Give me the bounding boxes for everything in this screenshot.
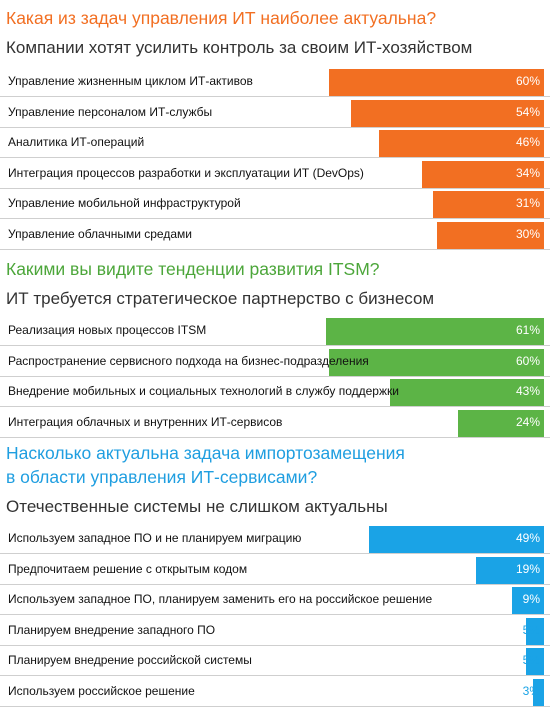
value-label: 30% <box>515 226 540 241</box>
bar <box>351 99 544 127</box>
bar <box>379 130 544 157</box>
bar-row: Внедрение мобильных и социальных техноло… <box>0 376 550 407</box>
category-label: Управление жизненным циклом ИТ-активов <box>8 74 253 88</box>
category-label: Планируем внедрение российской системы <box>8 653 252 667</box>
category-label: Распространение сервисного подхода на би… <box>8 353 369 368</box>
bar <box>326 318 544 345</box>
value-label: 43% <box>515 384 540 398</box>
category-label: Аналитика ИТ-операций <box>8 135 145 149</box>
value-label: 24% <box>515 414 540 429</box>
row-divider <box>0 644 550 646</box>
row-divider <box>0 96 550 97</box>
category-label: Управление персоналом ИТ-службы <box>8 104 213 119</box>
category-label: Интеграция облачных и внутренних ИТ-серв… <box>8 414 283 429</box>
category-label: Внедрение мобильных и социальных техноло… <box>8 384 399 398</box>
row-divider <box>0 126 550 128</box>
chart-title-line-2: в области управления ИТ-сервисами? <box>6 467 318 487</box>
row-divider <box>0 553 550 554</box>
bar <box>329 348 544 376</box>
bar <box>329 69 544 96</box>
value-label: 46% <box>515 135 540 149</box>
value-label: 61% <box>515 323 540 337</box>
value-label: 31% <box>515 196 540 210</box>
bar <box>512 587 544 614</box>
bar <box>526 648 544 675</box>
value-label: 60% <box>515 74 540 88</box>
bar <box>437 221 544 249</box>
row-divider <box>0 436 550 438</box>
bar-row: Предпочитаем решение с открытым кодом 19% <box>0 554 550 585</box>
bar <box>476 556 544 584</box>
bar <box>433 191 544 218</box>
row-divider <box>0 705 550 707</box>
bar-row: Интеграция процессов разработки и эксплу… <box>0 158 550 189</box>
chart-subtitle: Отечественные системы не слишком актуаль… <box>6 497 388 516</box>
row-divider <box>0 583 550 585</box>
bar-row: Используем российское решение 3% <box>0 676 550 707</box>
category-label: Используем российское решение <box>8 683 195 698</box>
row-divider <box>0 187 550 189</box>
bar <box>369 526 544 553</box>
bar <box>422 160 544 188</box>
category-label: Используем западное ПО и не планируем ми… <box>8 531 302 545</box>
category-label: Реализация новых процессов ITSM <box>8 323 207 337</box>
bar-row: Управление облачными средами 30% <box>0 219 550 250</box>
bar-row: Распространение сервисного подхода на би… <box>0 346 550 377</box>
row-divider <box>0 345 550 346</box>
bar-row: Управление мобильной инфраструктурой 31% <box>0 188 550 219</box>
bar <box>458 409 544 437</box>
category-label: Управление облачными средами <box>8 226 192 241</box>
row-divider <box>0 614 550 615</box>
bar-row: Управление персоналом ИТ-службы 54% <box>0 97 550 128</box>
value-label: 5% <box>522 622 540 637</box>
bar <box>390 379 544 406</box>
value-label: 3% <box>522 683 540 698</box>
value-label: 60% <box>515 353 540 368</box>
bar-row: Используем западное ПО и не планируем ми… <box>0 523 550 554</box>
value-label: 49% <box>515 531 540 545</box>
bar-row: Планируем внедрение российской системы 5% <box>0 645 550 676</box>
bar-row: Планируем внедрение западного ПО 5% <box>0 615 550 646</box>
value-label: 9% <box>522 592 540 606</box>
bar <box>526 617 544 645</box>
row-divider <box>0 157 550 158</box>
row-divider <box>0 675 550 676</box>
bar-row: Управление жизненным циклом ИТ-активов 60… <box>0 66 550 97</box>
category-label: Интеграция процессов разработки и эксплу… <box>8 165 364 180</box>
bar-row: Аналитика ИТ-операций 46% <box>0 127 550 158</box>
value-label: 34% <box>515 165 540 180</box>
row-divider <box>0 375 550 377</box>
category-label: Планируем внедрение западного ПО <box>8 622 216 637</box>
bar-row: Интеграция облачных и внутренних ИТ-серв… <box>0 407 550 438</box>
row-divider <box>0 248 550 250</box>
value-label: 54% <box>515 104 540 119</box>
chart-title: Какими вы видите тенденции развития ITSM… <box>6 259 380 279</box>
row-divider <box>0 406 550 407</box>
bar <box>533 678 544 706</box>
category-label: Управление мобильной инфраструктурой <box>8 196 241 210</box>
chart-subtitle: Компании хотят усилить контроль за своим… <box>6 38 473 57</box>
chart-subtitle: ИТ требуется стратегическое партнерство … <box>6 289 435 308</box>
chart-title: Какая из задач управления ИТ наиболее ак… <box>6 8 437 28</box>
bar-row: Реализация новых процессов ITSM 61% <box>0 315 550 346</box>
value-label: 5% <box>522 653 540 667</box>
category-label: Предпочитаем решение с открытым кодом <box>8 561 248 576</box>
value-label: 19% <box>515 561 540 576</box>
bar-row: Используем западное ПО, планируем замени… <box>0 584 550 615</box>
category-label: Используем западное ПО, планируем замени… <box>8 592 433 606</box>
chart-title-line-1: Насколько актуальна задача импортозамеще… <box>6 443 405 463</box>
row-divider <box>0 218 550 219</box>
